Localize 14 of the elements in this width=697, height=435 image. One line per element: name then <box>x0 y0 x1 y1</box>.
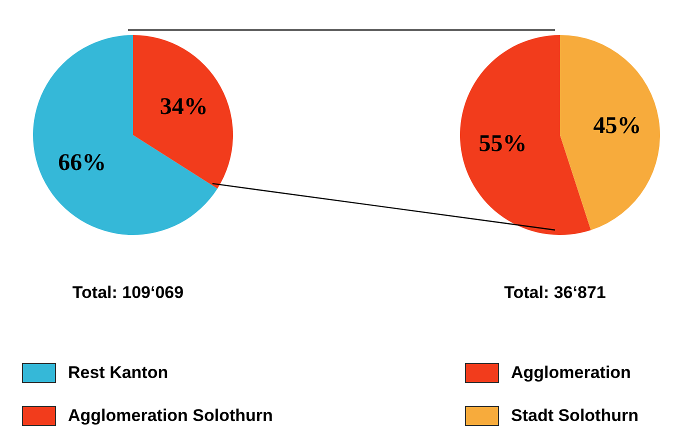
legend-label: Agglomeration <box>511 363 631 383</box>
pie-slice <box>560 35 660 230</box>
data-label: 45% <box>593 112 642 139</box>
data-label: 34% <box>160 94 208 120</box>
pie-slice <box>460 35 591 235</box>
data-label: 66% <box>58 150 106 176</box>
data-label: 55% <box>478 131 527 158</box>
text: Total: 36‘871 <box>503 283 607 303</box>
legend-label: Rest Kanton <box>68 363 168 383</box>
pie-slice <box>133 35 233 189</box>
legend-label: Agglomeration Solothurn <box>68 406 273 426</box>
text: Total: 109‘069 <box>71 283 185 303</box>
legend-label: Stadt Solothurn <box>511 406 638 426</box>
pie-slice <box>33 35 218 235</box>
